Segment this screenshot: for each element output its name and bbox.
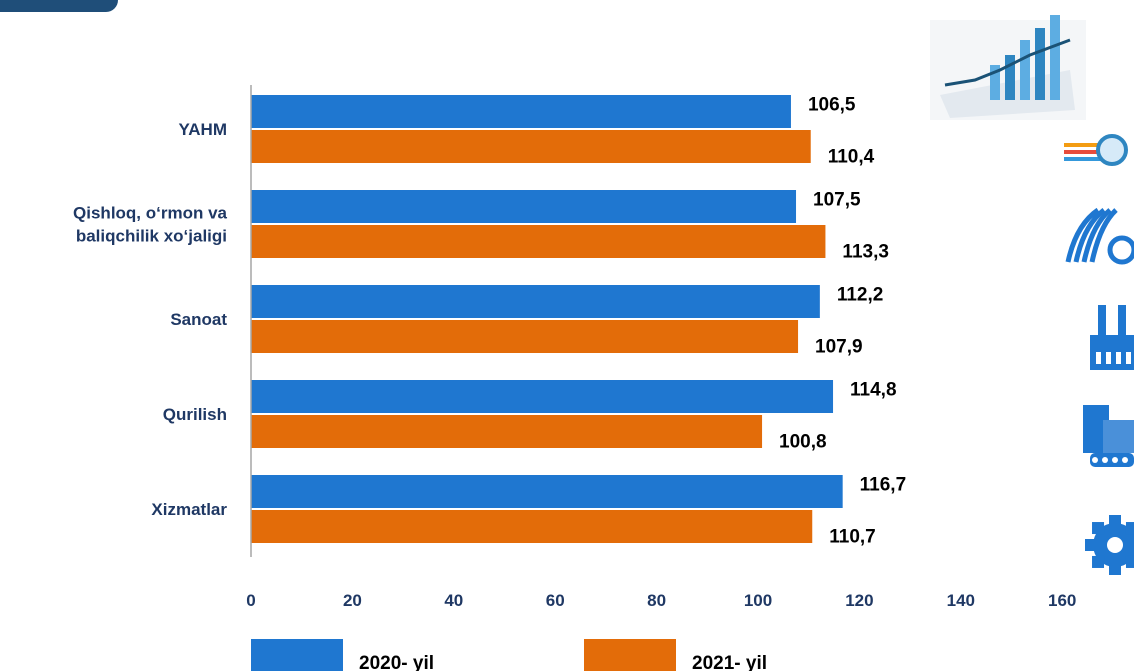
icon-chimney [1098,305,1106,335]
x-tick-label: 100 [744,591,772,610]
value-label-2021-yil: 110,4 [828,147,875,168]
icon-gear-tooth [1125,555,1134,568]
icon-bar [1020,40,1030,100]
icon-building [1103,420,1134,453]
icon-field-stroke [1089,208,1118,263]
x-tick-label: 60 [546,591,565,610]
construction-icon [1083,405,1134,467]
icon-bar [1035,28,1045,100]
icon-gear-tooth [1085,539,1097,551]
icon-window [1116,352,1121,364]
growth-chart-icon [930,15,1086,120]
x-tick-label: 80 [647,591,666,610]
x-tick-label: 0 [246,591,255,610]
value-label-2020-yil: 107,5 [813,190,861,211]
category-labels: YAHM Qishloq, o‘rmon va baliqchilik xo‘jal… [73,120,228,519]
value-label-2020-yil: 112,2 [837,285,884,306]
x-tick-label: 120 [845,591,873,610]
legend-swatch-2020-yil [251,639,343,671]
icon-field-stroke [1065,207,1100,263]
icon-gear-hole [1107,537,1123,553]
icon-gear-tooth [1092,555,1105,568]
icon-stripe [1064,143,1104,147]
value-labels: 106,5 110,4 107,5 113,3 112,2 107,9 114,8 100,8… [779,95,906,548]
icon-stripe [1064,150,1104,154]
bar-sanoat-2021-yil [251,320,799,353]
icon-gear-tooth [1109,563,1121,575]
icon-trend-line [944,38,1071,87]
tractor-icon [1065,207,1134,265]
legend: 2020- yil 2021- yil [251,639,767,671]
category-label: YAHM [179,120,228,139]
category-label: Qurilish [163,405,227,424]
axis: 0 20 40 60 80 100 120 140 160 [246,85,1076,610]
icon-wheel [1112,457,1118,463]
x-tick-label: 160 [1048,591,1076,610]
value-label-2021-yil: 113,3 [842,242,889,263]
bar-yahm-2020-yil [251,95,791,128]
category-label: baliqchilik xo‘jaligi [76,227,227,246]
icon-window [1106,352,1111,364]
icon-wheel [1102,457,1108,463]
bars [251,95,843,543]
bar-xizmatlar-2021-yil [251,510,813,543]
category-label: Xizmatlar [151,500,227,519]
magnifier-icon [1064,134,1128,166]
icon-stripe [1064,157,1104,161]
legend-swatch-2021-yil [584,639,676,671]
category-label: Sanoat [170,310,227,329]
value-label-2020-yil: 114,8 [850,380,897,401]
icon-wheel [1122,457,1128,463]
icon-bar [990,65,1000,100]
icon-chimney [1118,305,1126,335]
value-label-2020-yil: 106,5 [808,95,856,116]
icon-gear-tooth [1109,515,1121,527]
value-label-2020-yil: 116,7 [860,475,907,496]
icon-field-stroke [1073,208,1106,263]
bar-xizmatlar-2020-yil [251,475,843,508]
icon-bar [1005,55,1015,100]
icon-gear-tooth [1125,522,1134,535]
legend-label-2020-yil: 2020- yil [359,653,434,671]
icon-wheel [1092,457,1098,463]
sector-icons [930,15,1134,575]
gear-icon [1085,515,1134,575]
icon-field-stroke [1081,208,1112,263]
value-label-2021-yil: 110,7 [829,527,876,548]
icon-lens [1096,134,1128,166]
x-tick-label: 20 [343,591,362,610]
bar-qurilish-2020-yil [251,380,834,413]
icon-bar [1050,15,1060,100]
icon-window [1096,352,1101,364]
x-tick-label: 40 [444,591,463,610]
value-label-2021-yil: 107,9 [815,337,863,358]
icon-wheel [1107,235,1134,265]
bar-yahm-2021-yil [251,130,811,163]
bar-qishloq-o-rmon-va-ba-2020-yil [251,190,797,223]
factory-icon [1090,305,1134,370]
x-tick-label: 140 [947,591,975,610]
icon-gear-tooth [1092,522,1105,535]
bar-qurilish-2021-yil [251,415,763,448]
category-label: Qishloq, o‘rmon va [73,204,228,223]
bar-qishloq-o-rmon-va-ba-2021-yil [251,225,826,258]
legend-label-2021-yil: 2021- yil [692,653,767,671]
header-corner-tab [0,0,118,12]
value-label-2021-yil: 100,8 [779,432,827,453]
bar-sanoat-2020-yil [251,285,820,318]
icon-window [1126,352,1131,364]
